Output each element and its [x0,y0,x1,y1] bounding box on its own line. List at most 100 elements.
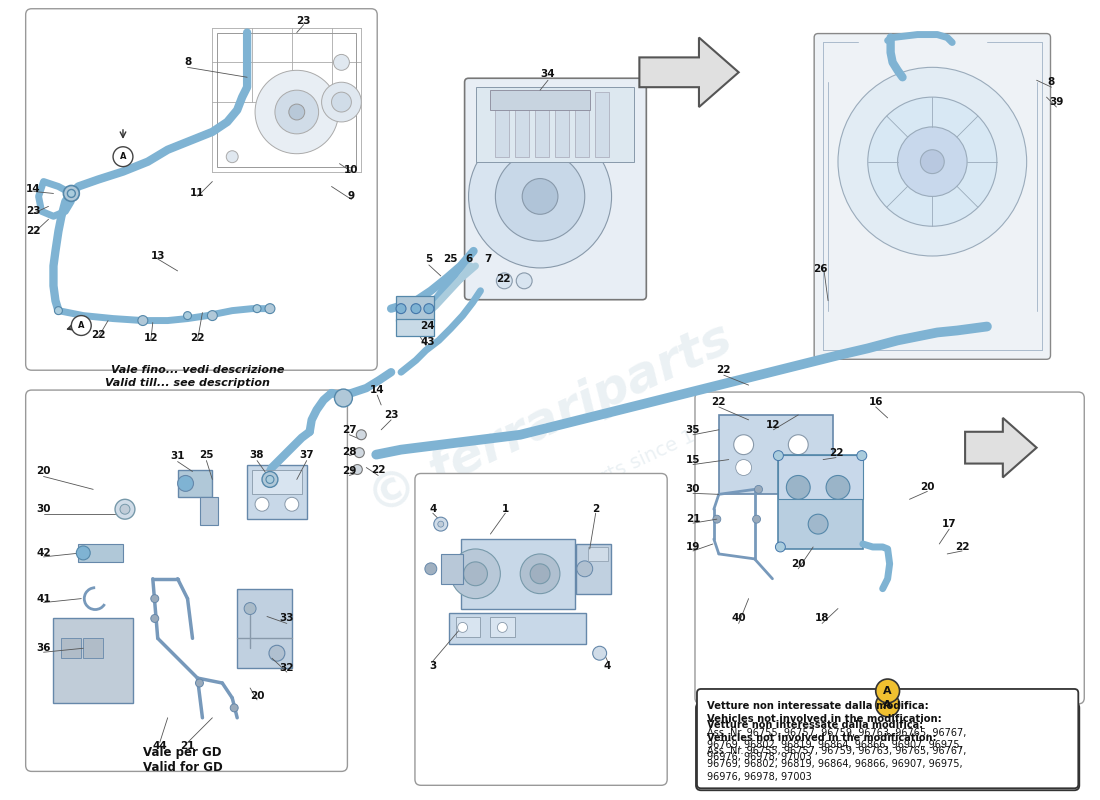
Text: A: A [883,700,892,710]
Text: 7: 7 [485,254,492,264]
Circle shape [496,273,513,289]
Circle shape [184,312,191,319]
Circle shape [593,646,606,660]
FancyBboxPatch shape [25,390,348,771]
Text: 22: 22 [26,226,41,236]
Bar [78,544,123,562]
Bar [491,90,590,110]
Circle shape [255,70,339,154]
Circle shape [516,273,532,289]
Circle shape [876,679,900,703]
Text: 30: 30 [36,504,51,514]
Text: 24: 24 [420,321,436,330]
FancyBboxPatch shape [697,706,1078,783]
Text: 8: 8 [1048,78,1055,87]
Text: Valid till... see description: Valid till... see description [106,378,270,388]
Text: 30: 30 [685,484,701,494]
Text: 31: 31 [170,450,185,461]
Circle shape [151,594,158,602]
Circle shape [497,622,507,632]
Circle shape [334,389,352,407]
Text: 43: 43 [420,338,436,347]
Circle shape [331,92,351,112]
Bar [252,470,301,494]
Bar [62,638,81,658]
Text: 96976, 96978, 97003: 96976, 96978, 97003 [707,751,812,762]
Circle shape [495,152,585,241]
Circle shape [289,104,305,120]
Circle shape [255,498,270,511]
Text: 19: 19 [685,542,701,552]
Bar [449,613,585,644]
Text: 21: 21 [180,741,195,750]
Bar [491,618,515,638]
Text: 26: 26 [813,264,827,274]
Text: Ass. Nr. 96755, 96757, 96759, 96763, 96765, 96767,
96769, 96802, 96819, 96864, 9: Ass. Nr. 96755, 96757, 96759, 96763, 967… [707,746,966,782]
Text: 16: 16 [869,397,883,407]
Text: 3: 3 [429,661,437,671]
Bar [177,470,212,498]
Text: 1: 1 [502,504,509,514]
Text: 36: 36 [36,643,51,654]
Text: 6: 6 [465,254,472,264]
Text: 34: 34 [541,70,556,79]
Text: 12: 12 [767,420,781,430]
Bar [441,554,463,584]
Polygon shape [965,418,1036,478]
Text: Vale per GD: Vale per GD [143,746,222,759]
Bar [200,498,218,525]
Circle shape [425,563,437,574]
FancyBboxPatch shape [695,392,1085,704]
Text: 4: 4 [604,661,612,671]
Text: 25: 25 [443,254,458,264]
Bar [535,92,549,157]
Text: 22: 22 [716,366,732,375]
Circle shape [868,97,997,226]
Circle shape [285,498,299,511]
Text: Vehicles not involved in the modification:: Vehicles not involved in the modificatio… [707,733,936,742]
Text: 5: 5 [426,254,432,264]
Text: 23: 23 [26,206,41,216]
Circle shape [262,471,278,487]
Text: 22: 22 [190,334,205,343]
Circle shape [898,127,967,197]
FancyBboxPatch shape [698,707,1076,787]
Circle shape [530,564,550,584]
Bar [238,589,292,668]
FancyBboxPatch shape [696,703,1079,790]
Text: 33: 33 [279,614,294,623]
Circle shape [208,310,218,321]
Circle shape [266,475,274,483]
FancyBboxPatch shape [415,474,668,786]
Text: 22: 22 [496,274,510,284]
Text: 23: 23 [297,16,311,26]
Circle shape [354,448,364,458]
Text: Vale fino... vedi descrizione: Vale fino... vedi descrizione [111,366,284,375]
Text: 13: 13 [151,251,165,261]
Bar [587,547,607,561]
Circle shape [438,521,443,527]
Text: 40: 40 [732,614,746,623]
Circle shape [64,186,79,202]
Bar [515,92,529,157]
Circle shape [116,499,135,519]
Text: 44: 44 [153,741,167,750]
Circle shape [826,475,850,499]
Bar [556,92,569,157]
Text: 39: 39 [1049,97,1064,107]
Circle shape [433,517,448,531]
Bar [455,618,481,638]
Text: 41: 41 [36,594,51,604]
Bar [84,638,103,658]
Text: 15: 15 [685,454,701,465]
Circle shape [244,602,256,614]
Text: 20: 20 [920,482,935,492]
Text: Vetture non interessate dalla modifica:: Vetture non interessate dalla modifica: [707,701,928,711]
Text: 22: 22 [371,465,385,474]
Text: Valid for GD: Valid for GD [143,761,222,774]
Bar [461,539,575,609]
Text: 23: 23 [384,410,398,420]
Text: 29: 29 [342,466,356,477]
Circle shape [576,561,593,577]
Circle shape [356,430,366,440]
